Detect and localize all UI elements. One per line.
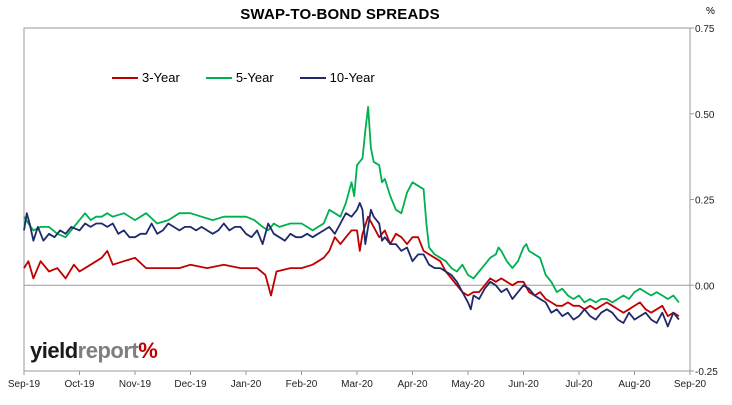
legend-swatch-10-year: [299, 76, 326, 79]
legend-swatch-5-year: [205, 76, 232, 79]
series-line-3-year: [23, 215, 680, 317]
legend-swatch-3-year: [112, 76, 138, 79]
x-tick-label: Nov-19: [119, 379, 152, 390]
x-tick-label: Mar-20: [341, 379, 373, 390]
legend-item-10-year: 10-Year: [299, 70, 375, 85]
y-axis-unit-label: %: [706, 6, 715, 17]
x-tick-label: Feb-20: [286, 379, 318, 390]
y-tick-label: 0.50: [695, 110, 715, 121]
legend-label-5-year: 5-Year: [235, 70, 274, 85]
logo-word-yield: yield: [30, 338, 78, 363]
logo-percent-sign: %: [138, 338, 158, 363]
series-line-5-year: [23, 106, 680, 304]
y-tick-label: 0.00: [695, 281, 715, 292]
x-tick-label: Dec-19: [174, 379, 207, 390]
x-tick-label: Jan-20: [231, 379, 262, 390]
y-tick-label: 0.25: [695, 196, 715, 207]
x-tick-label: Jun-20: [508, 379, 539, 390]
yieldreport-logo: yieldreport%: [30, 338, 158, 364]
legend-item-5-year: 5-Year: [205, 70, 274, 85]
chart-title: SWAP-TO-BOND SPREADS: [240, 6, 440, 23]
legend-item-3-year: 3-Year: [112, 70, 180, 85]
x-tick-label: Jul-20: [565, 379, 593, 390]
series-line-10-year: [23, 202, 680, 328]
legend-label-3-year: 3-Year: [142, 70, 180, 85]
logo-word-report: report: [77, 338, 139, 363]
x-tick-label: Oct-19: [64, 379, 94, 390]
x-tick-label: Apr-20: [397, 379, 427, 390]
legend-label-10-year: 10-Year: [329, 70, 375, 85]
x-tick-label: Aug-20: [618, 379, 651, 390]
y-tick-label: -0.25: [695, 367, 718, 378]
x-tick-label: Sep-20: [674, 379, 707, 390]
chart-legend: 3-Year 5-Year 10-Year: [112, 70, 375, 85]
x-tick-label: May-20: [451, 379, 485, 390]
y-tick-label: 0.75: [695, 24, 715, 35]
x-tick-label: Sep-19: [8, 379, 41, 390]
